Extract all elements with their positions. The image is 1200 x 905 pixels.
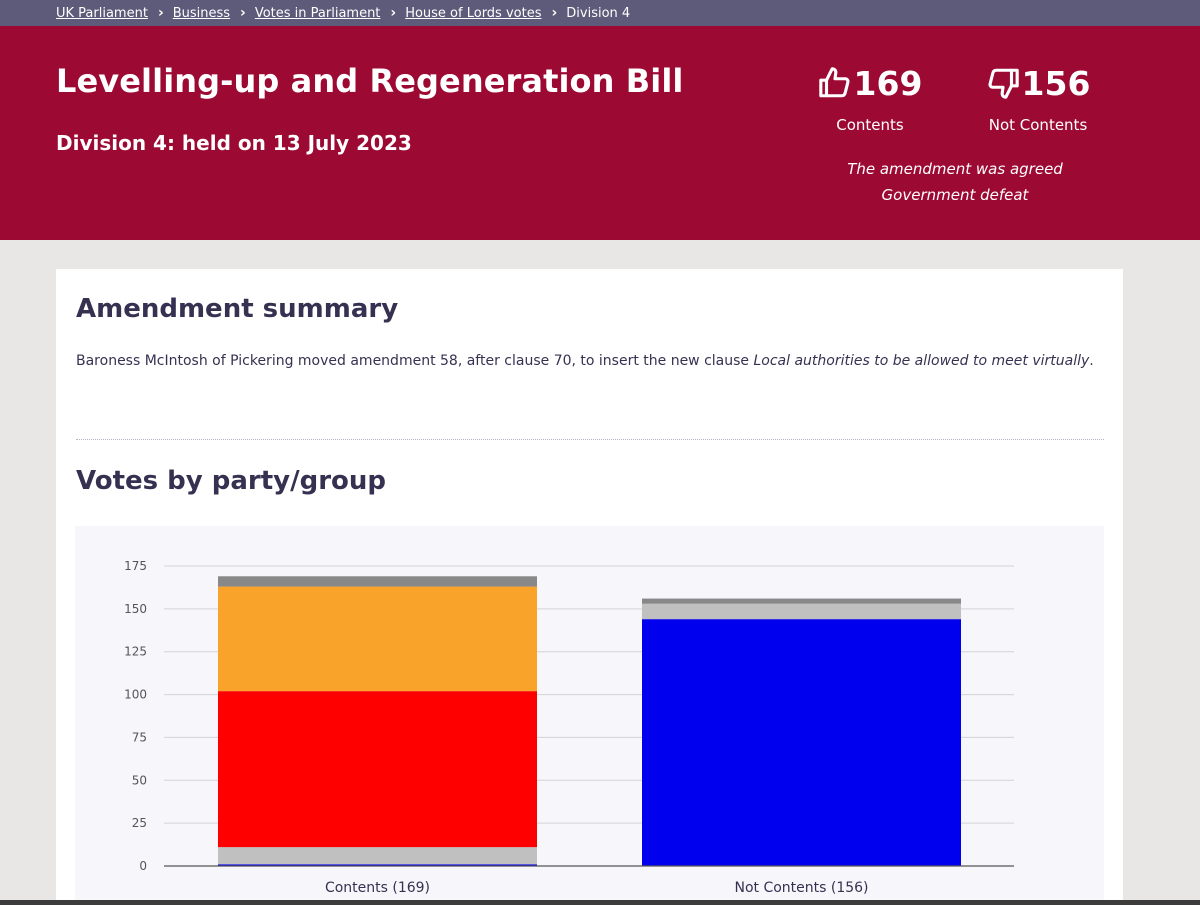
y-tick-label: 100 <box>124 688 147 702</box>
bar-segment <box>218 847 537 865</box>
not-contents-count: 156 <box>1021 63 1091 103</box>
bar-segment <box>642 619 961 866</box>
votes-by-party-chart: 0 25 50 75 100 125 150 175 Contents (169) Not Con… <box>75 526 1104 905</box>
bar-segment <box>218 864 537 866</box>
bar-segment <box>218 586 537 692</box>
thumbs-down-icon <box>988 68 1019 99</box>
bar-segment <box>218 691 537 848</box>
amendment-summary-heading: Amendment summary <box>76 294 399 324</box>
y-tick-label: 75 <box>132 730 147 744</box>
outcome-government-status: Government defeat <box>881 186 1029 204</box>
breadcrumb-uk-parliament[interactable]: UK Parliament <box>56 5 148 21</box>
breadcrumb: UK Parliament › Business › Votes in Parl… <box>0 0 1200 26</box>
bar-segment <box>642 598 961 604</box>
chevron-right-icon: › <box>551 5 558 21</box>
division-subtitle: Division 4: held on 13 July 2023 <box>56 131 412 155</box>
chevron-right-icon: › <box>240 5 246 21</box>
amendment-summary-text: Baroness McIntosh of Pickering moved ame… <box>76 353 1094 369</box>
y-tick-label: 175 <box>124 559 147 573</box>
not-contents-label: Not Contents <box>988 116 1088 134</box>
breadcrumb-house-of-lords-votes[interactable]: House of Lords votes <box>405 5 542 21</box>
summary-clause-title: Local authorities to be allowed to meet … <box>753 353 1090 369</box>
contents-label: Contents <box>836 116 904 134</box>
breadcrumb-business[interactable]: Business <box>172 5 231 21</box>
summary-text-main: Baroness McIntosh of Pickering moved ame… <box>76 353 754 369</box>
chevron-right-icon: › <box>157 5 164 21</box>
division-details-card: Amendment summary Baroness McIntosh of P… <box>56 269 1123 905</box>
window-bottom-edge <box>0 900 1200 905</box>
bar-segment <box>218 576 537 587</box>
y-tick-label: 150 <box>124 602 147 616</box>
bar-segment <box>642 603 961 620</box>
y-tick-label: 0 <box>139 859 147 873</box>
page-title: Levelling-up and Regeneration Bill <box>56 62 684 100</box>
x-category-label: Contents (169) <box>325 880 430 896</box>
y-tick-label: 25 <box>132 816 147 830</box>
y-tick-label: 125 <box>124 645 147 659</box>
breadcrumb-current: Division 4 <box>566 5 631 21</box>
chevron-right-icon: › <box>390 5 397 21</box>
x-category-label: Not Contents (156) <box>734 880 868 896</box>
outcome-result: The amendment was agreed <box>847 160 1063 178</box>
not-contents-tally: 156 Not Contents <box>958 62 1118 134</box>
breadcrumb-votes-in-parliament[interactable]: Votes in Parliament <box>254 5 381 21</box>
section-divider <box>76 439 1104 440</box>
division-banner: Levelling-up and Regeneration Bill Divis… <box>0 26 1200 240</box>
votes-by-party-heading: Votes by party/group <box>76 466 387 496</box>
contents-count: 169 <box>853 63 923 103</box>
division-outcome: The amendment was agreed Government defe… <box>820 156 1090 208</box>
contents-tally: 169 Contents <box>790 62 950 134</box>
summary-text-end: . <box>1089 353 1094 369</box>
y-tick-label: 50 <box>132 773 147 787</box>
thumbs-up-icon <box>818 67 850 98</box>
stacked-bar-chart: 0 25 50 75 100 125 150 175 Contents (169) Not Con… <box>124 559 1014 896</box>
